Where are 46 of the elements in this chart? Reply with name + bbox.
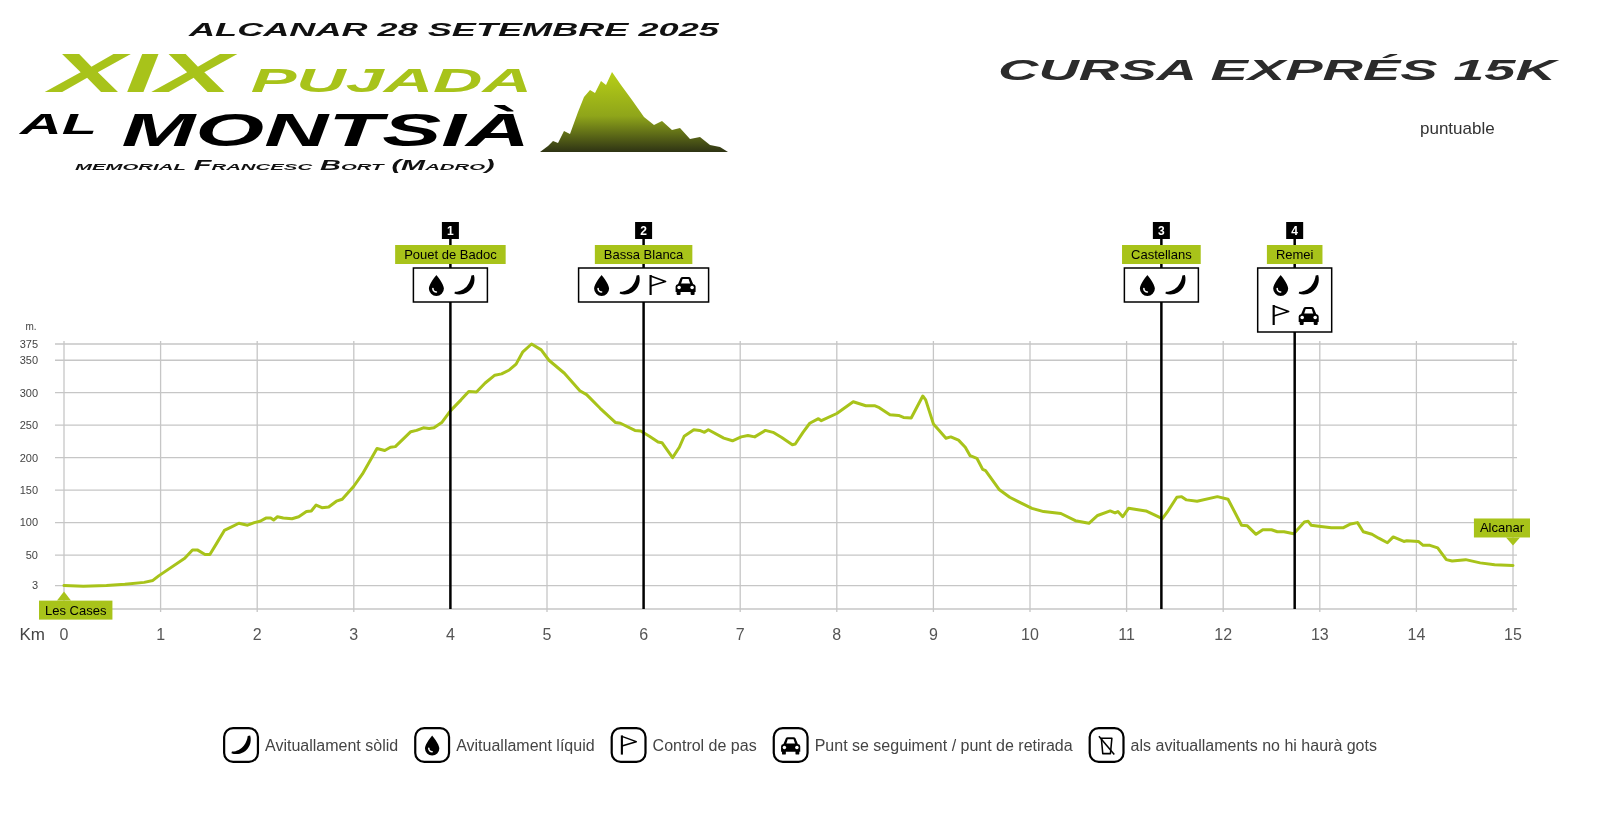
x-tick-label: 0 [59, 626, 69, 643]
y-tick-label: 200 [19, 451, 38, 464]
y-tick-label: 100 [19, 516, 38, 529]
text: Control de pas [652, 737, 757, 754]
x-tick-label: 11 [1118, 626, 1136, 643]
x-axis-title: Km [19, 625, 45, 644]
x-tick-label: 3 [349, 626, 359, 643]
text: CURSA EXPRÉS 15K [998, 52, 1561, 87]
x-tick-label: 6 [639, 626, 649, 643]
y-tick-label: 150 [19, 483, 38, 496]
annotation: Les Cases [45, 602, 107, 618]
x-tick-label: 12 [1214, 626, 1233, 643]
text: als avituallaments no hi haurà gots [1130, 737, 1377, 754]
y-tick-label: 300 [19, 386, 38, 399]
ref-line-label: Castellans [1131, 247, 1193, 262]
text: 1 [447, 224, 455, 238]
text: Avituallament líquid [456, 737, 595, 754]
y-tick-label: 375 [19, 337, 38, 350]
x-tick-label: 14 [1407, 626, 1426, 643]
y-tick-label: 50 [25, 548, 38, 561]
text: Avituallament sòlid [265, 737, 399, 754]
x-tick-label: 13 [1310, 626, 1329, 643]
chart-subtitle: ALCANAR 28 SETEMBRE 2025 [187, 19, 721, 40]
y-axis-title: m. [25, 321, 37, 332]
text: puntuable [1420, 119, 1495, 138]
x-tick-label: 5 [542, 626, 552, 643]
text: 2 [640, 224, 648, 238]
ref-line-label: Remei [1275, 247, 1314, 262]
x-tick-label: 1 [156, 626, 166, 643]
y-tick-label: 350 [19, 354, 38, 367]
annotation: 3 [1158, 224, 1166, 238]
x-tick-label: 10 [1021, 626, 1039, 643]
x-tick-label: 9 [928, 626, 938, 643]
ref-line-label: Bassa Blanca [603, 247, 685, 262]
x-tick-label: 7 [735, 626, 745, 643]
x-tick-label: 2 [252, 626, 262, 643]
x-tick-label: 15 [1504, 626, 1522, 643]
x-tick-label: 8 [832, 626, 842, 643]
annotation: 4 [1291, 224, 1299, 238]
text: memorial Francesc Bort (Madro) [75, 157, 495, 174]
chart-title: XIX PUJADA AL MONTSIÀ [20, 41, 532, 156]
x-tick-label: 4 [445, 626, 455, 643]
ref-line-label: Pouet de Badoc [404, 247, 498, 262]
annotation: Alcanar [1479, 520, 1525, 536]
y-tick-label: 250 [19, 419, 38, 432]
text: Punt se seguiment / punt de retirada [814, 737, 1073, 754]
